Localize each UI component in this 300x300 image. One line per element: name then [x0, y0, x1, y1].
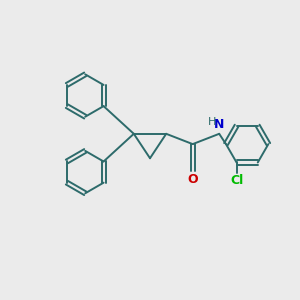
- Text: Cl: Cl: [230, 174, 243, 187]
- Text: N: N: [214, 118, 224, 131]
- Text: O: O: [188, 173, 198, 186]
- Text: H: H: [208, 117, 216, 127]
